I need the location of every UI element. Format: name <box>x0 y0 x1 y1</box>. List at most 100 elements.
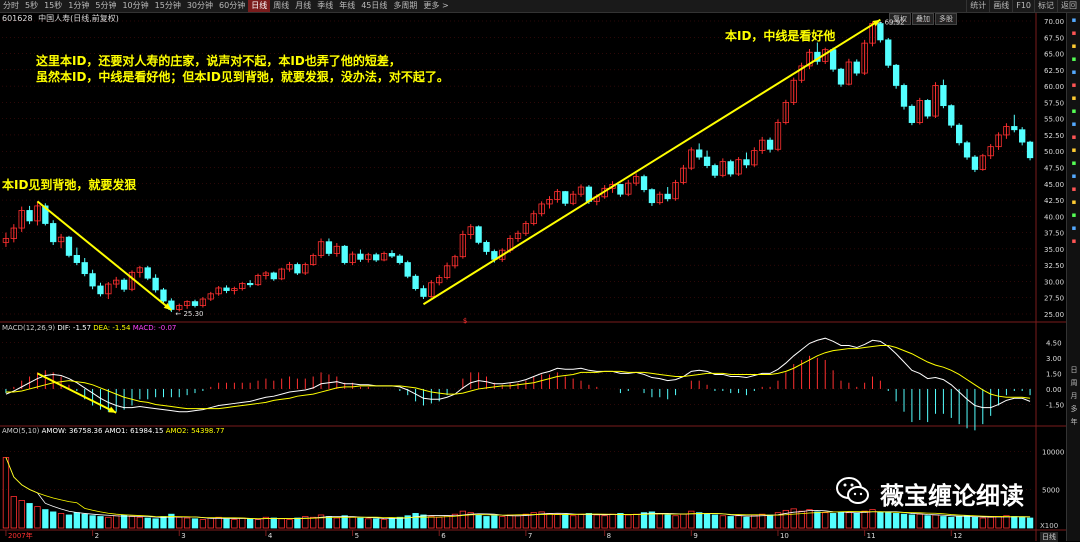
candle-body <box>317 241 325 256</box>
amo-bar <box>617 513 624 529</box>
amo-bar <box>908 514 916 529</box>
right-tool-0[interactable]: 统计 <box>966 0 989 12</box>
timeframe-tab-13[interactable]: 年线 <box>339 1 356 10</box>
x-axis-label: 7 <box>528 532 532 540</box>
candle-body <box>380 253 388 261</box>
timeframe-tab-14[interactable]: 45日线 <box>361 1 388 10</box>
sidebar-tool-13[interactable]: ▪ <box>1071 185 1077 193</box>
sidebar-tool-0[interactable]: ▪ <box>1071 16 1077 24</box>
timeframe-tab-5[interactable]: 10分钟 <box>122 1 149 10</box>
timeframe-tab-2[interactable]: 15秒 <box>44 1 63 10</box>
candle-body <box>837 68 845 85</box>
candle-body <box>577 186 585 195</box>
macd-dea: DEA: -1.54 <box>93 324 131 332</box>
annotation-top-left-1: 这里本ID，还要对人寿的庄家，说声对不起，本ID也弄了他的短差， <box>36 54 401 68</box>
timeframe-tab-12[interactable]: 季线 <box>317 1 334 10</box>
amo-bar <box>239 517 246 529</box>
timeframe-tab-7[interactable]: 30分钟 <box>186 1 214 10</box>
candle-body <box>207 293 214 300</box>
amo-bar <box>341 515 348 529</box>
sidebar-tool-6[interactable]: ▪ <box>1071 94 1077 102</box>
candle-body <box>365 254 372 260</box>
amo-bar <box>979 517 986 529</box>
sidebar-tool-11[interactable]: ▪ <box>1071 159 1077 167</box>
candle-body <box>656 193 663 204</box>
timeframe-tab-0[interactable]: 分时 <box>3 1 19 10</box>
amo-bar <box>782 509 790 529</box>
timeframe-tab-3[interactable]: 1分钟 <box>68 1 90 10</box>
timeframe-tab-11[interactable]: 月线 <box>295 1 312 10</box>
candle-body <box>908 105 916 123</box>
candle-body <box>254 275 262 286</box>
candle-body <box>294 264 301 274</box>
timeframe-tab-8[interactable]: 60分钟 <box>219 1 246 10</box>
sidebar-tool-4[interactable]: ▪ <box>1071 68 1077 76</box>
sidebar-tool-9[interactable]: ▪ <box>1071 133 1077 141</box>
candle-body <box>42 205 49 224</box>
amo-bar <box>451 513 459 529</box>
period-button-1[interactable]: 周 <box>1070 379 1078 387</box>
period-button-0[interactable]: 日 <box>1070 366 1078 374</box>
amo-bar <box>963 515 971 529</box>
candle-body <box>412 275 419 290</box>
candle-body <box>924 100 931 117</box>
amo-bar <box>774 512 782 529</box>
sidebar-tool-10[interactable]: ▪ <box>1071 146 1077 154</box>
timeframe-tab-9[interactable]: 日线 <box>248 0 271 12</box>
sidebar-tool-15[interactable]: ▪ <box>1071 211 1077 219</box>
amo-bar <box>696 512 703 529</box>
candle-body <box>160 289 167 302</box>
amo-bar <box>948 516 955 529</box>
chart-tool-2[interactable]: 多股 <box>935 13 957 25</box>
candle-body <box>1019 129 1026 143</box>
candle-body <box>1003 126 1010 136</box>
timeframe-tab-4[interactable]: 5分钟 <box>95 1 117 10</box>
period-button-3[interactable]: 多 <box>1070 405 1078 413</box>
price-axis-label: 47.50 <box>1044 165 1064 173</box>
right-tool-4[interactable]: 返回 <box>1057 0 1080 12</box>
candle-body <box>199 298 207 306</box>
candle-body <box>963 142 971 158</box>
sidebar-tool-3[interactable]: ▪ <box>1071 55 1077 63</box>
scale-label: X100 <box>1040 522 1059 530</box>
sidebar-tool-1[interactable]: ▪ <box>1071 29 1077 37</box>
amo-bar <box>183 517 191 529</box>
amo-bar <box>168 513 175 529</box>
timeframe-tab-16[interactable]: 更多 > <box>423 1 449 10</box>
sidebar-tool-5[interactable]: ▪ <box>1071 81 1077 89</box>
amo-bar <box>302 516 309 529</box>
timeframe-tab-10[interactable]: 周线 <box>273 1 290 10</box>
chart-tool-1[interactable]: 叠加 <box>912 13 934 25</box>
price-axis-label: 65.00 <box>1044 51 1064 59</box>
amo-bar <box>680 513 687 529</box>
sidebar-tool-16[interactable]: ▪ <box>1071 224 1077 232</box>
sidebar-tool-2[interactable]: ▪ <box>1071 42 1077 50</box>
right-tool-3[interactable]: 标记 <box>1034 0 1057 12</box>
timeframe-tab-6[interactable]: 15分钟 <box>154 1 181 10</box>
candle-body <box>514 232 522 239</box>
period-button-4[interactable]: 年 <box>1070 418 1078 426</box>
right-tool-2[interactable]: F10 <box>1012 0 1034 12</box>
price-axis-label: 70.00 <box>1044 18 1064 26</box>
right-tool-1[interactable]: 画线 <box>989 0 1012 12</box>
sidebar-tool-14[interactable]: ▪ <box>1071 198 1077 206</box>
sidebar-tool-17[interactable]: ▪ <box>1071 237 1077 245</box>
macd-axis-label: 1.50 <box>1046 370 1062 378</box>
arrow-down-macd <box>37 372 117 414</box>
sidebar-tool-12[interactable]: ▪ <box>1071 172 1077 180</box>
candle-body <box>696 149 703 158</box>
amo-bar <box>357 517 364 529</box>
amo-bar <box>475 514 482 529</box>
bottom-tab-daily[interactable]: 日线 <box>1040 532 1058 542</box>
arrow-down-price <box>36 200 173 311</box>
timeframe-tab-1[interactable]: 5秒 <box>25 1 39 10</box>
timeframe-tab-15[interactable]: 多周期 <box>393 1 418 10</box>
candle-body <box>176 305 183 310</box>
price-axis-label: 52.50 <box>1044 132 1064 140</box>
sidebar-tool-7[interactable]: ▪ <box>1071 107 1077 115</box>
candle-body <box>719 161 726 176</box>
period-button-2[interactable]: 月 <box>1070 392 1078 400</box>
amo-bar <box>892 513 900 529</box>
chart-tool-0[interactable]: 复权 <box>889 13 911 25</box>
sidebar-tool-8[interactable]: ▪ <box>1071 120 1077 128</box>
